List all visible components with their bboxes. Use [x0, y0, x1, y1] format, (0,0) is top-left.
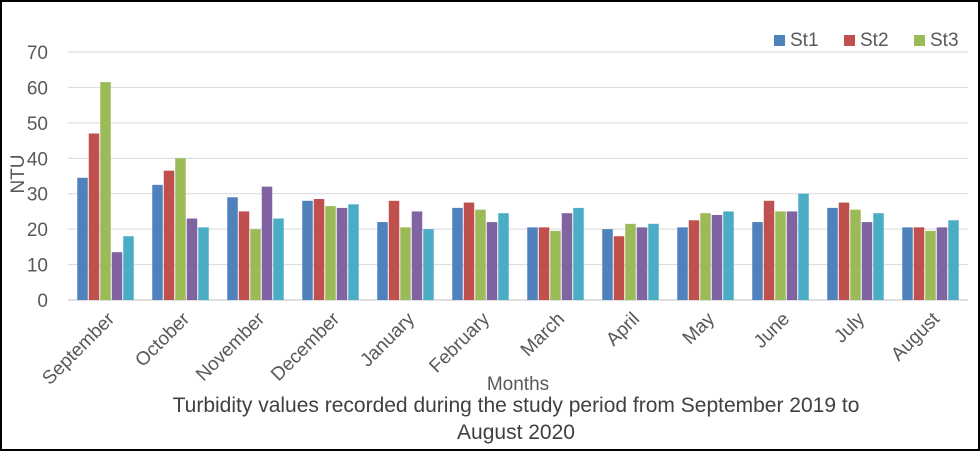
bar-september-series-2 [88, 133, 100, 300]
bar-january-series-5 [423, 229, 434, 300]
y-axis-ticks: 0 10 20 30 40 50 60 70 [27, 43, 48, 312]
x-tick-label-july: July [830, 308, 869, 347]
y-tick-label: 0 [37, 291, 48, 312]
bar-april-series-4 [636, 227, 648, 300]
bar-may-series-1 [677, 227, 688, 300]
y-tick-label: 20 [27, 220, 48, 241]
bar-august-series-1 [902, 227, 913, 300]
gridlines [68, 51, 968, 301]
bar-december-series-4 [336, 207, 348, 300]
y-tick-label: 30 [27, 185, 48, 206]
legend-label-st3: St3 [930, 30, 959, 51]
bar-october-series-4 [186, 218, 198, 300]
bar-april-series-1 [602, 229, 613, 300]
bar-october-series-2 [163, 170, 175, 300]
bar-march-series-1 [527, 227, 538, 300]
bar-november-series-5 [273, 218, 284, 300]
bar-july-series-1 [827, 207, 838, 300]
bar-may-series-4 [711, 214, 723, 300]
bar-june-series-5 [798, 193, 809, 300]
bar-october-series-1 [152, 184, 163, 300]
bar-february-series-2 [463, 202, 475, 300]
x-tick-label-september: September [38, 308, 119, 389]
bar-june-series-4 [786, 211, 798, 300]
bar-june-series-2 [763, 200, 775, 300]
bar-december-series-2 [313, 199, 325, 300]
x-tick-label-june: June [750, 309, 794, 353]
bar-november-series-1 [227, 197, 238, 300]
bar-january-series-3 [400, 227, 411, 300]
bar-may-series-2 [688, 220, 700, 300]
bar-december-series-5 [348, 204, 359, 300]
bar-august-series-4 [936, 227, 948, 300]
x-tick-label-february: February [425, 308, 494, 377]
bar-july-series-4 [861, 222, 873, 300]
bar-february-series-5 [498, 213, 509, 300]
bar-april-series-5 [648, 223, 659, 300]
bar-may-series-5 [723, 211, 734, 300]
bar-november-series-2 [238, 211, 250, 300]
bar-december-series-3 [325, 206, 336, 300]
y-axis-title: NTU [8, 154, 29, 193]
bar-april-series-2 [613, 236, 625, 300]
bar-september-series-4 [111, 252, 123, 300]
bar-february-series-1 [452, 207, 463, 300]
bar-july-series-3 [850, 209, 861, 300]
bar-january-series-2 [388, 200, 400, 300]
bar-october-series-5 [198, 227, 209, 300]
x-tick-label-january: January [356, 308, 419, 371]
y-tick-label: 50 [27, 114, 48, 135]
x-tick-label-april: April [602, 309, 644, 351]
y-tick-label: 70 [27, 43, 48, 64]
bar-march-series-5 [573, 207, 584, 300]
chart-caption-line-2: August 2020 [457, 421, 575, 444]
bar-march-series-2 [538, 227, 550, 300]
legend-swatch-st1 [774, 35, 785, 46]
bar-july-series-5 [873, 213, 884, 300]
bar-august-series-5 [948, 220, 959, 300]
bar-july-series-2 [838, 202, 850, 300]
bar-may-series-3 [700, 213, 711, 300]
bar-june-series-1 [752, 222, 763, 300]
legend: St1 St2 St3 [774, 30, 959, 51]
bar-december-series-1 [302, 200, 313, 300]
bar-march-series-4 [561, 213, 573, 300]
legend-swatch-st3 [914, 35, 925, 46]
chart-caption-line-1: Turbidity values recorded during the stu… [173, 394, 860, 417]
bar-january-series-1 [377, 222, 388, 300]
bar-february-series-4 [486, 222, 498, 300]
bar-march-series-3 [550, 230, 561, 300]
bars [77, 82, 959, 300]
x-tick-label-october: October [131, 308, 194, 371]
bar-september-series-1 [77, 177, 88, 300]
bar-april-series-3 [625, 223, 636, 300]
legend-label-st1: St1 [790, 30, 819, 51]
x-axis-title: Months [487, 374, 549, 395]
legend-label-st2: St2 [860, 30, 889, 51]
bar-november-series-3 [250, 229, 261, 300]
bar-september-series-5 [123, 236, 134, 300]
y-tick-label: 10 [27, 256, 48, 277]
x-tick-label-august: August [887, 308, 944, 365]
y-tick-label: 40 [27, 149, 48, 170]
x-tick-label-march: March [517, 309, 569, 361]
bar-november-series-4 [261, 186, 273, 300]
x-tick-label-december: December [267, 308, 344, 385]
bar-september-series-3 [100, 82, 111, 300]
legend-swatch-st2 [844, 35, 855, 46]
bar-june-series-3 [775, 211, 786, 300]
y-tick-label: 60 [27, 78, 48, 99]
bar-february-series-3 [475, 209, 486, 300]
bar-august-series-3 [925, 230, 936, 300]
bar-august-series-2 [913, 227, 925, 300]
bar-january-series-4 [411, 211, 423, 300]
x-tick-label-may: May [679, 308, 720, 349]
bar-october-series-3 [175, 158, 186, 300]
x-tick-label-november: November [192, 308, 269, 385]
